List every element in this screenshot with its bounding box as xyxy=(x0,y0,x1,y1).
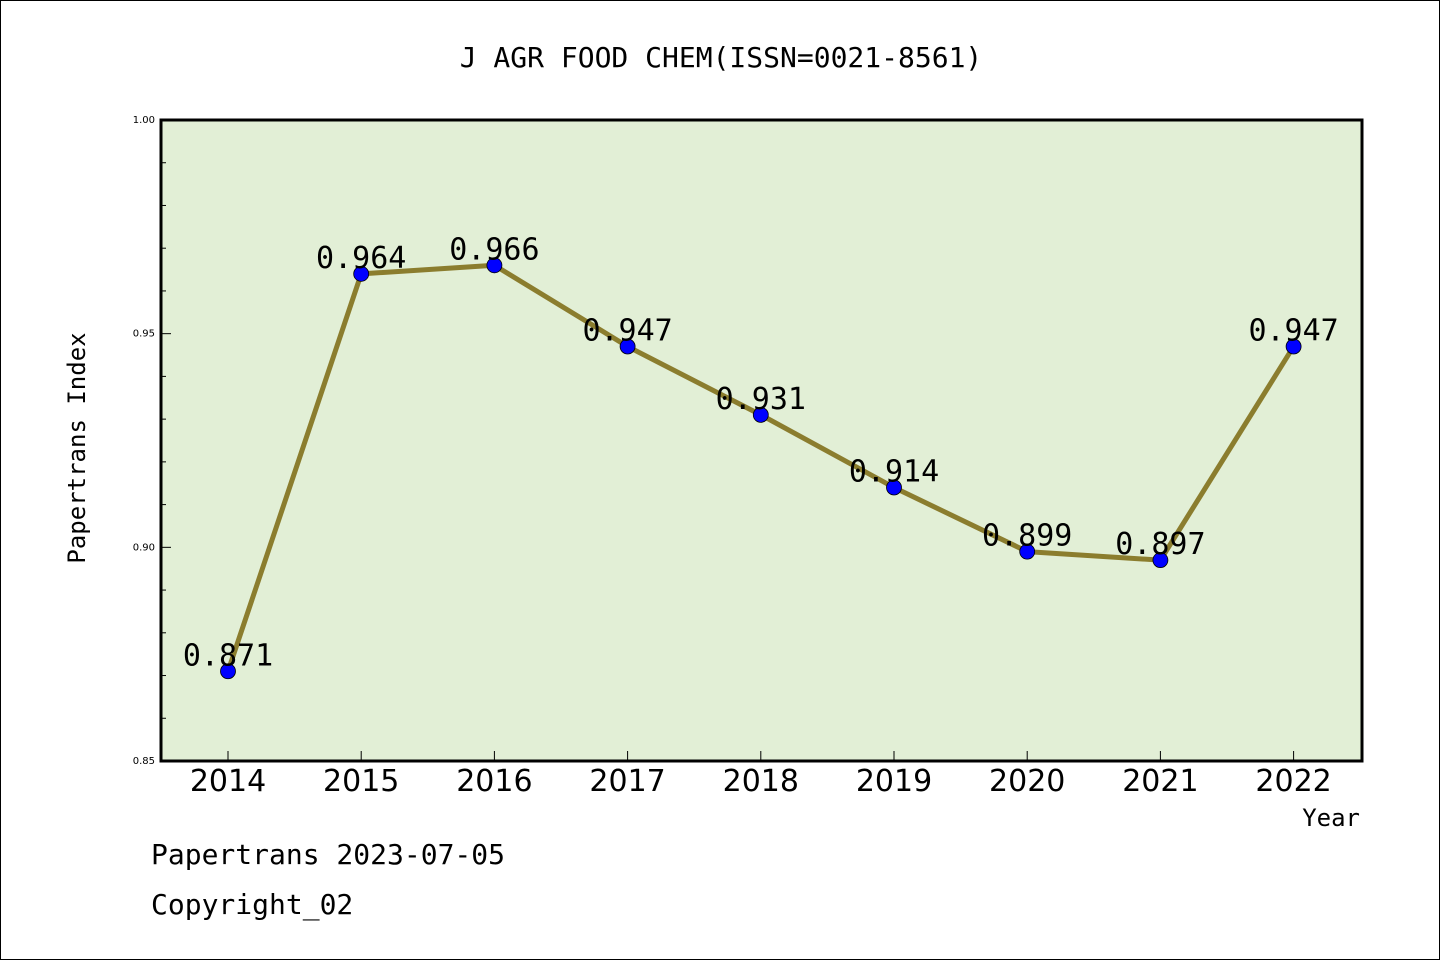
data-point xyxy=(353,265,370,282)
data-point xyxy=(1285,338,1302,355)
data-label: 0.897 xyxy=(1115,527,1205,562)
x-axis: 2014 2015 2016 2017 2018 2019 2020 2021 2022 xyxy=(190,751,1332,799)
data-label: 0.947 xyxy=(1248,313,1338,348)
data-label: 0.947 xyxy=(582,313,672,348)
data-point xyxy=(1152,552,1169,569)
data-point xyxy=(220,663,236,680)
data-point xyxy=(1019,543,1036,560)
data-label: 0.966 xyxy=(449,232,539,267)
y-tick-label: 0.90 xyxy=(133,542,155,553)
x-tick-label: 2018 xyxy=(723,764,799,799)
data-point xyxy=(752,406,769,423)
data-label: 0.931 xyxy=(716,382,806,417)
chart-title: J AGR FOOD CHEM(ISSN=0021-8561) xyxy=(460,41,983,74)
x-tick-label: 2015 xyxy=(323,764,399,799)
data-label: 0.914 xyxy=(849,455,939,490)
data-point xyxy=(619,338,636,355)
footer-date: Papertrans 2023-07-05 xyxy=(151,838,505,871)
x-tick-label: 2022 xyxy=(1255,764,1331,799)
plot-area xyxy=(159,118,1364,763)
data-label: 0.871 xyxy=(183,638,273,673)
data-point xyxy=(886,479,902,496)
x-tick-label: 2016 xyxy=(456,764,532,799)
x-tick-label: 2014 xyxy=(190,764,266,799)
footer-copyright: Copyright_02 xyxy=(151,888,353,922)
x-tick-label: 2017 xyxy=(589,764,665,799)
data-label: 0.899 xyxy=(982,519,1072,554)
y-axis: 0.85 0.90 0.95 1.00 xyxy=(133,115,171,767)
data-label: 0.964 xyxy=(316,241,406,276)
x-tick-label: 2021 xyxy=(1122,764,1198,799)
x-tick-label: 2020 xyxy=(989,764,1065,799)
x-tick-label: 2019 xyxy=(856,764,932,799)
y-tick-label: 0.85 xyxy=(133,756,155,767)
y-tick-label: 1.00 xyxy=(133,115,155,126)
x-axis-title: Year xyxy=(1302,804,1360,832)
data-point xyxy=(486,257,503,274)
series-layer: 0.871 0.964 0.966 0.947 0.931 0.914 0.899 0.897… xyxy=(183,232,1339,680)
y-axis-title: Papertrans Index xyxy=(63,332,91,563)
y-tick-label: 0.95 xyxy=(133,329,155,340)
